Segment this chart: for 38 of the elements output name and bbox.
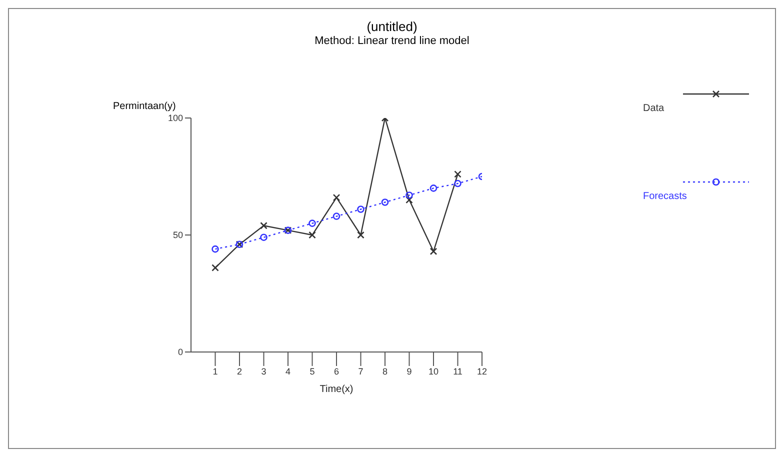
point <box>454 180 462 188</box>
point <box>260 234 268 241</box>
point <box>260 222 268 230</box>
x-tick-label: 5 <box>310 366 315 376</box>
point <box>430 248 438 256</box>
point <box>308 231 316 239</box>
x-tick-label: 6 <box>334 366 340 376</box>
y-tick-label: 50 <box>172 230 183 240</box>
point <box>381 198 389 206</box>
x-tick-label: 12 <box>476 366 488 376</box>
x-tick-label: 1 <box>212 366 218 376</box>
point <box>308 220 316 227</box>
point <box>406 196 413 204</box>
x-tick-label: 3 <box>261 366 266 376</box>
point <box>406 192 413 199</box>
point <box>357 231 364 239</box>
x-tick-label: 7 <box>358 366 364 376</box>
x-tick-label: 9 <box>406 366 412 376</box>
point <box>454 170 462 178</box>
x-tick-label: 2 <box>236 366 242 376</box>
chart-title: (untitled) <box>366 19 418 34</box>
x-tick-label: 4 <box>285 366 291 376</box>
point <box>332 212 340 220</box>
y-axis-title: Permintaan(y) <box>113 101 176 112</box>
y-tick-label: 0 <box>178 347 183 358</box>
chart-subtitle: Method: Linear trend line model <box>314 35 470 47</box>
text: Forecasts <box>643 191 687 202</box>
point <box>212 245 219 253</box>
x-tick-label: 8 <box>382 366 388 376</box>
x-tick-label: 10 <box>428 366 439 376</box>
y-tick-label: 100 <box>168 113 183 124</box>
point <box>332 194 340 202</box>
x-axis-title: Time(x) <box>320 384 354 395</box>
point <box>357 206 364 213</box>
point <box>430 184 438 192</box>
text: Data <box>643 103 664 114</box>
point <box>212 264 219 272</box>
x-tick-label: 11 <box>453 366 462 376</box>
